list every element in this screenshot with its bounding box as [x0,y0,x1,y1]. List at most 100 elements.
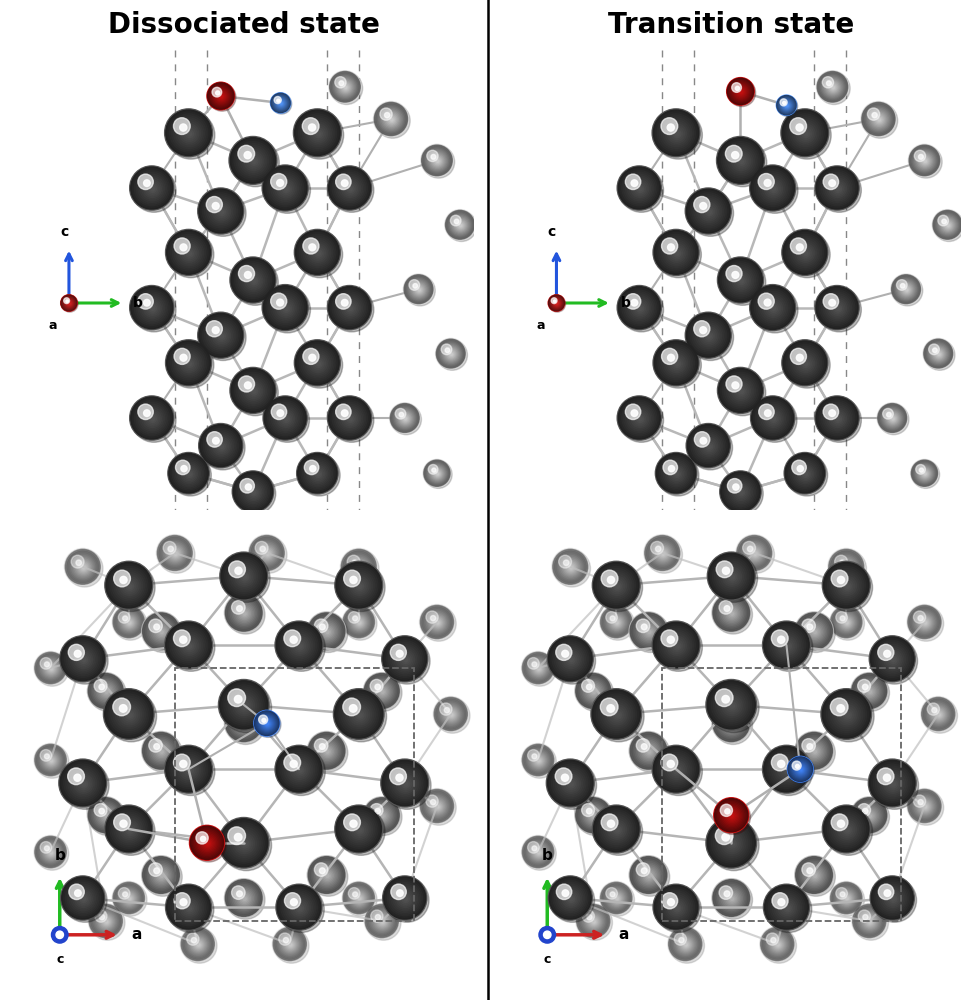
Circle shape [230,884,257,912]
Circle shape [143,180,161,197]
Circle shape [795,242,816,264]
Circle shape [676,935,695,954]
Circle shape [714,706,753,744]
Circle shape [912,148,937,173]
Circle shape [682,941,690,949]
Circle shape [891,275,920,304]
Circle shape [336,404,364,432]
Circle shape [613,711,621,719]
Circle shape [347,610,370,634]
Circle shape [597,694,637,734]
Circle shape [824,806,869,852]
Circle shape [878,404,909,435]
Circle shape [787,345,823,381]
Circle shape [281,303,292,314]
Circle shape [151,865,172,886]
Circle shape [120,820,127,827]
Circle shape [805,742,824,760]
Circle shape [765,748,807,790]
Circle shape [923,699,954,729]
Circle shape [523,652,554,684]
Circle shape [534,757,543,765]
Circle shape [278,100,284,106]
Circle shape [663,632,689,659]
Circle shape [243,575,247,579]
Circle shape [674,250,681,257]
Circle shape [768,414,779,424]
Circle shape [549,295,565,311]
Circle shape [824,78,841,96]
Circle shape [144,614,177,648]
Circle shape [176,632,202,659]
Circle shape [300,116,334,150]
Circle shape [817,398,861,442]
Circle shape [342,881,375,915]
Circle shape [732,382,739,389]
Circle shape [732,272,750,290]
Circle shape [74,890,81,896]
Circle shape [232,886,245,899]
Circle shape [89,904,122,938]
Circle shape [429,614,446,631]
Circle shape [458,223,463,228]
Circle shape [532,754,545,767]
Circle shape [748,546,753,552]
Circle shape [725,607,738,620]
Circle shape [343,301,357,315]
Circle shape [711,555,752,597]
Circle shape [82,897,86,901]
Circle shape [688,315,728,355]
Circle shape [782,640,793,652]
Circle shape [646,873,652,879]
Circle shape [141,298,163,319]
Circle shape [870,876,915,920]
Circle shape [63,298,74,308]
Circle shape [72,648,95,670]
Circle shape [40,842,52,853]
Circle shape [114,570,131,587]
Circle shape [336,691,386,742]
Circle shape [411,282,426,297]
Circle shape [784,342,830,388]
Circle shape [551,879,590,917]
Circle shape [421,790,456,825]
Circle shape [143,180,150,186]
Circle shape [792,460,806,475]
Circle shape [231,563,257,590]
Circle shape [326,631,329,634]
Circle shape [722,262,759,298]
Circle shape [295,341,339,385]
Circle shape [784,642,792,650]
Circle shape [765,932,790,957]
Circle shape [795,352,816,374]
Circle shape [831,412,844,426]
Circle shape [708,445,711,448]
Circle shape [263,286,307,329]
Circle shape [671,764,682,776]
Circle shape [718,367,763,413]
Circle shape [89,799,126,835]
Circle shape [182,929,214,959]
Circle shape [243,723,246,726]
Circle shape [726,838,738,850]
Circle shape [604,572,630,599]
Circle shape [802,130,809,138]
Circle shape [260,546,275,561]
Circle shape [226,706,265,744]
Circle shape [135,171,170,206]
Circle shape [932,708,937,713]
Circle shape [823,404,838,420]
Circle shape [611,824,623,836]
Circle shape [159,629,165,635]
Circle shape [313,128,324,139]
Circle shape [529,659,548,678]
Circle shape [98,807,115,824]
Circle shape [661,118,691,148]
Circle shape [73,888,94,909]
Circle shape [459,224,462,227]
Circle shape [834,816,860,843]
Circle shape [278,748,326,796]
Circle shape [375,915,389,928]
Circle shape [100,916,112,927]
Circle shape [376,686,388,697]
